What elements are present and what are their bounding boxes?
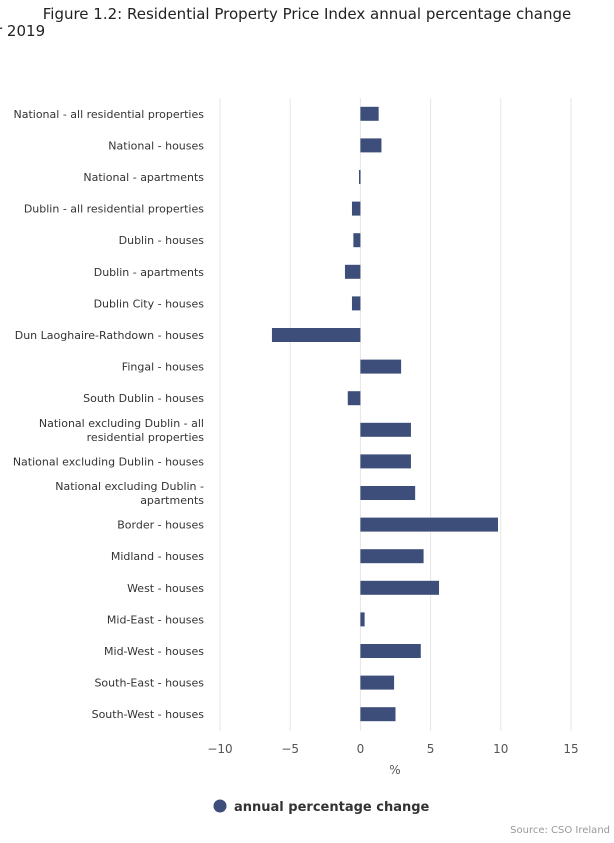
bar[interactable] [347, 391, 361, 406]
legend[interactable]: annual percentage change [213, 799, 430, 816]
bar[interactable] [358, 170, 361, 184]
category-labels: National - all residential properties Nat… [13, 108, 204, 721]
bar[interactable] [271, 328, 361, 342]
bar[interactable] [360, 486, 416, 500]
category-label: Dublin - apartments [94, 266, 205, 279]
category-label: Mid-West - houses [104, 645, 204, 658]
source-credit[interactable]: Source: CSO Ireland [510, 825, 610, 836]
x-axis-title: % [389, 763, 400, 777]
x-tick-label: 15 [563, 742, 578, 756]
chart-subtitle: r 2019 [0, 22, 45, 40]
category-label: South Dublin - houses [83, 392, 204, 405]
bar[interactable] [360, 549, 424, 564]
bar[interactable] [360, 707, 396, 722]
bar[interactable] [360, 422, 411, 437]
category-label: South-West - houses [92, 708, 205, 721]
bars [271, 106, 498, 722]
category-label: Dublin - houses [119, 234, 205, 247]
bar[interactable] [351, 296, 361, 311]
bar[interactable] [360, 517, 498, 532]
category-label: South-East - houses [94, 677, 204, 690]
category-label: Dublin - all residential properties [24, 203, 204, 216]
category-label: Border - houses [117, 519, 204, 532]
bar[interactable] [360, 359, 402, 374]
bar[interactable] [360, 138, 382, 153]
bar[interactable] [360, 580, 440, 595]
bar[interactable] [360, 644, 421, 658]
bar[interactable] [360, 675, 395, 690]
bar[interactable] [360, 612, 365, 627]
category-label: Fingal - houses [122, 361, 204, 374]
x-tick-label: 5 [427, 742, 435, 756]
category-label: National excluding Dublin - all residenti… [39, 417, 204, 444]
bar[interactable] [353, 233, 361, 248]
legend-label: annual percentage change [234, 800, 430, 815]
category-label: National - apartments [83, 171, 204, 184]
chart-title: Figure 1.2: Residential Property Price I… [43, 5, 572, 23]
category-label: National - all residential properties [13, 108, 204, 121]
bar[interactable] [344, 264, 361, 279]
category-label: Mid-East - houses [107, 613, 204, 626]
category-label: National excluding Dublin -apartments [55, 480, 204, 507]
x-tick-label: −5 [281, 742, 299, 756]
gridlines [219, 98, 572, 731]
bar[interactable] [351, 201, 361, 216]
category-label: Midland - houses [111, 550, 204, 563]
category-label: Dun Laoghaire-Rathdown - houses [15, 329, 205, 342]
x-tick-labels: −10 −5 0 5 10 15 [207, 742, 578, 756]
x-tick-label: 0 [357, 742, 365, 756]
category-label: Dublin City - houses [94, 297, 205, 310]
x-tick-label: −10 [207, 742, 232, 756]
category-label: National - houses [108, 139, 204, 152]
category-label: National excluding Dublin - houses [13, 455, 204, 468]
category-label: West - houses [127, 582, 204, 595]
bar[interactable] [360, 454, 411, 469]
bar[interactable] [360, 106, 379, 121]
legend-marker [213, 799, 227, 813]
x-tick-label: 10 [493, 742, 508, 756]
